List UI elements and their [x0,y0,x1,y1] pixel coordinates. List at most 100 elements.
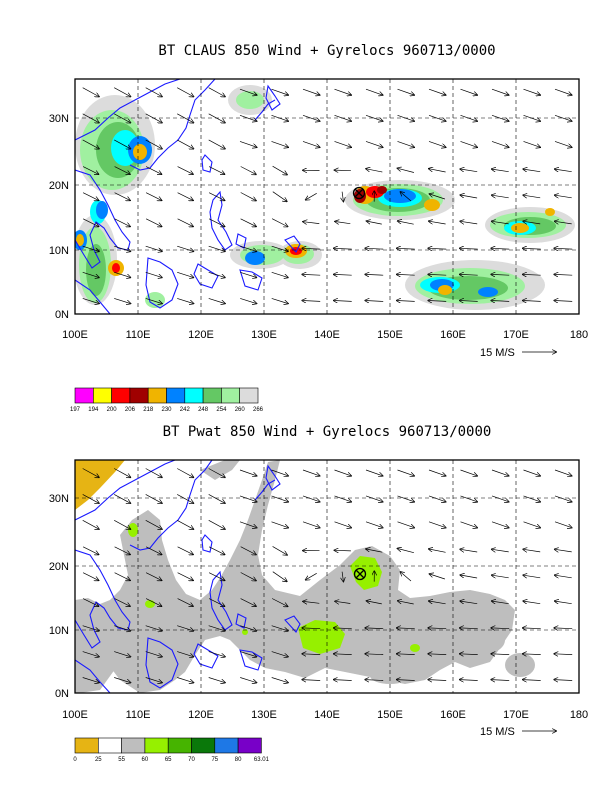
wind-arrow [145,218,161,227]
wind-arrow [306,572,317,579]
wind-arrow [523,575,541,578]
x-tick-label: 160E [440,709,466,721]
x-tick-label: 180 [570,709,588,721]
wind-arrow [428,274,447,275]
wind-arrow [428,141,446,147]
wind-arrow [397,521,415,528]
colorbar-swatch [144,737,169,754]
colorbar-label: 194 [88,407,99,413]
y-axis: 0N 10N 20N 30N [49,113,69,321]
wind-arrow [208,651,225,657]
wind-arrow [460,495,478,502]
wind-arrow [401,572,412,582]
wind-arrow [334,680,352,681]
x-tick-label: 180 [570,329,588,341]
wind-arrow [82,113,99,123]
cloud-field [75,79,579,314]
wind-arrow [554,141,572,147]
wind-arrow [145,468,162,478]
wind-arrow [398,168,414,173]
wind-arrow [145,572,161,581]
wind-arrow [398,549,414,554]
wind-arrow [491,654,510,655]
wind-arrow [208,625,225,631]
wind-arrow [523,221,541,224]
wind-arrow [82,519,99,529]
wind-arrow [491,680,510,681]
wind-arrow [177,546,193,555]
colorbar-label: 63.01 [254,757,270,763]
colorbar-label: 242 [180,407,191,413]
wind-arrow [145,598,161,607]
wind-arrow [460,141,478,147]
wind-arrow [303,222,320,224]
wind-arrow [177,598,193,607]
wind-arrow [271,88,289,95]
wind-arrow [208,598,224,607]
wind-arrow [177,166,193,175]
wind-arrow [240,166,256,175]
wind-arrow [302,521,320,528]
wind-arrow [460,575,478,579]
wind-arrow [271,495,289,502]
colorbar-label: 197 [70,407,81,413]
wind-arrow [114,677,130,683]
wind-arrow [523,248,541,249]
wind-arrow [306,192,317,199]
wind-arrow [239,521,257,528]
wind-arrow [177,113,193,123]
y-tick-label: 30N [49,493,69,505]
wind-arrow [145,87,162,97]
wind-arrow [240,546,256,555]
panel-title: BT Pwat 850 Wind + Gyrelocs 960713/0000 [163,424,492,440]
wind-arrow [397,114,415,121]
wind-arrow [271,521,289,528]
wind-arrow [114,572,130,581]
x-tick-label: 110E [126,329,151,341]
colorbar-swatch [221,387,240,404]
wind-arrow [177,139,193,149]
wind-arrow [82,87,99,97]
wind-arrow [492,601,509,604]
wind-arrow [271,598,287,607]
wind-arrow [491,141,509,147]
wind-arrow [365,521,383,528]
wind-arrow [554,114,572,121]
wind-arrow [240,651,256,657]
colorbar-label: 218 [143,407,154,413]
colorbar-swatch [239,387,259,404]
y-tick-label: 20N [49,561,69,573]
wind-arrow [145,113,162,123]
colorbar-label: 200 [107,407,118,413]
wind-arrow [145,677,162,683]
panel-title: BT CLAUS 850 Wind + Gyrelocs 960713/0000 [158,43,495,59]
wind-arrow [460,628,478,629]
colorbar-pwat: 0 25 55 60 65 70 75 80 63.01 [73,737,270,763]
wind-arrow [397,141,415,147]
wind-arrow [208,677,225,683]
wind-arrow [365,88,383,95]
wind-arrow [555,169,572,172]
wind-arrow [82,494,99,503]
storm-marker [353,567,367,581]
wind-arrow [302,88,320,95]
wind-arrow [208,572,224,581]
wind-arrow [460,521,478,528]
wind-arrow [114,468,130,478]
wind-arrow [114,271,130,277]
wind-arrow [460,221,478,224]
wind-arrow [492,221,509,224]
colorbar-swatch [74,387,94,404]
colorbar-swatch [74,737,99,754]
wind-arrow [367,221,382,225]
wind-arrow [82,139,99,149]
wind-arrow [334,301,352,302]
wind-arrow [523,549,541,552]
colorbar-swatch [191,737,216,754]
wind-arrow [271,677,288,683]
coastline [75,79,301,314]
colorbar-swatch [184,387,204,404]
wind-arrow [365,114,383,121]
wind-arrow [523,141,541,147]
wind-arrow [430,574,446,580]
